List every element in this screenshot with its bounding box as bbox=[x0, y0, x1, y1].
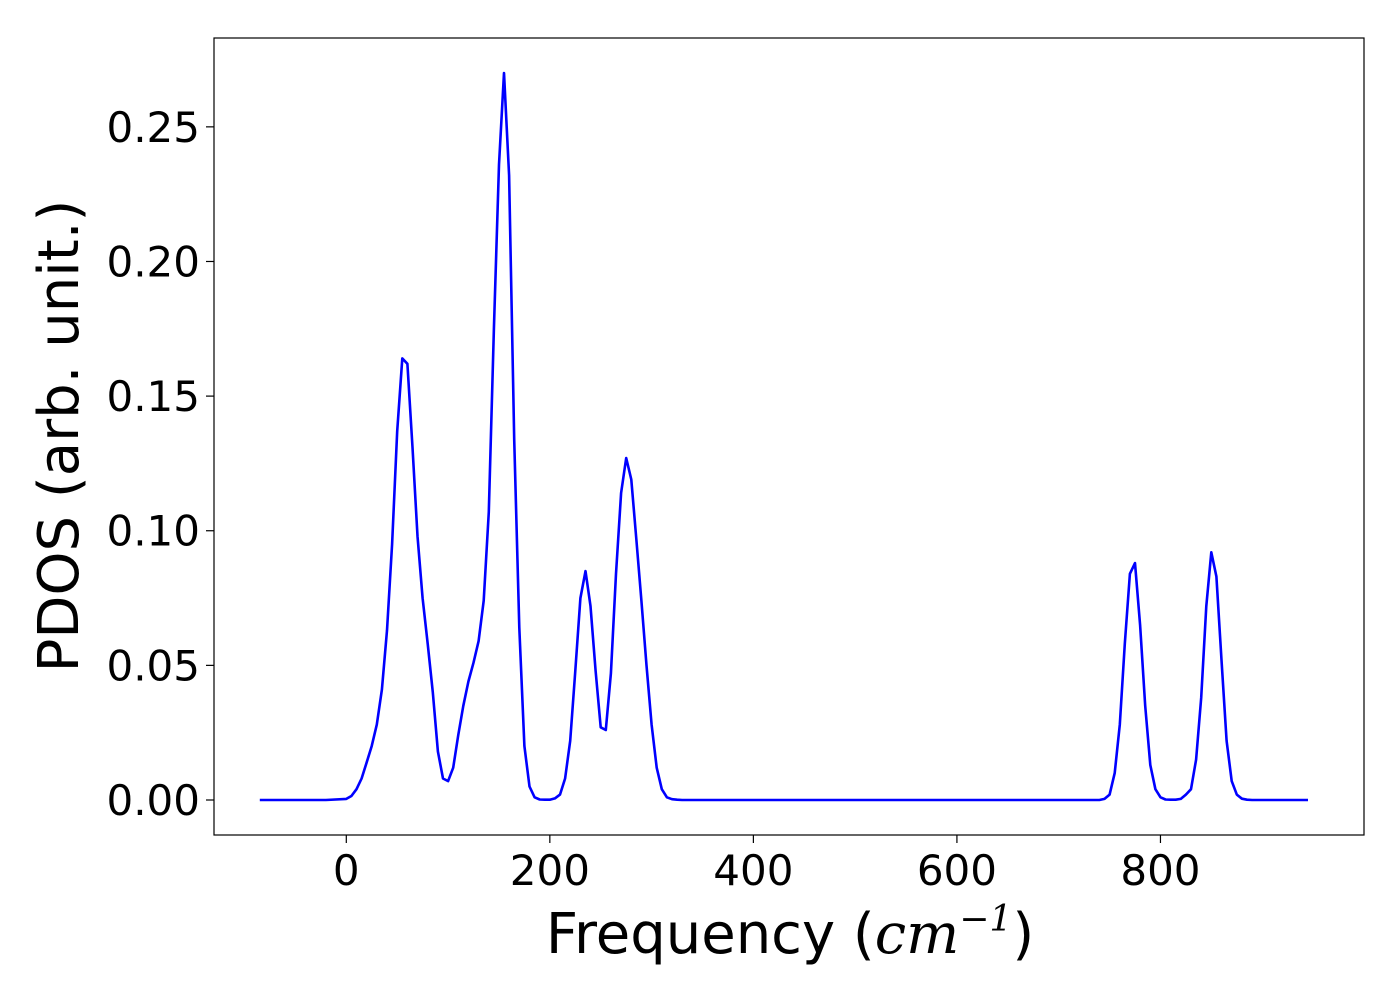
series-layer bbox=[259, 71, 1308, 802]
x-tick-label: 200 bbox=[510, 846, 590, 895]
x-axis-label-close: ) bbox=[1012, 902, 1034, 967]
y-tick-label: 0.10 bbox=[106, 507, 200, 556]
y-tick-label: 0.00 bbox=[106, 776, 200, 825]
x-axis-label-unit: cm bbox=[875, 902, 959, 967]
x-axis-label-main: Frequency ( bbox=[546, 902, 875, 967]
y-axis-label: PDOS (arb. unit.) bbox=[27, 200, 92, 673]
x-tick-label: 400 bbox=[713, 846, 793, 895]
y-tick-label: 0.25 bbox=[106, 103, 200, 152]
x-tick-label: 800 bbox=[1120, 846, 1200, 895]
y-tick-label: 0.05 bbox=[106, 641, 200, 690]
x-axis-label: Frequency (cm−1) bbox=[546, 899, 1034, 967]
pdos-series-line bbox=[259, 71, 1308, 802]
x-tick-label: 0 bbox=[333, 846, 360, 895]
tick-labels: 0 200 400 600 800 0.00 0.05 0.10 0.15 0.20 0.25 bbox=[106, 103, 1200, 895]
x-axis-label-exponent: −1 bbox=[959, 899, 1012, 940]
plot-frame bbox=[213, 37, 1365, 836]
x-tick-label: 600 bbox=[917, 846, 997, 895]
y-tick-label: 0.15 bbox=[106, 372, 200, 421]
axis-ticks bbox=[206, 126, 1162, 843]
y-tick-label: 0.20 bbox=[106, 237, 200, 286]
